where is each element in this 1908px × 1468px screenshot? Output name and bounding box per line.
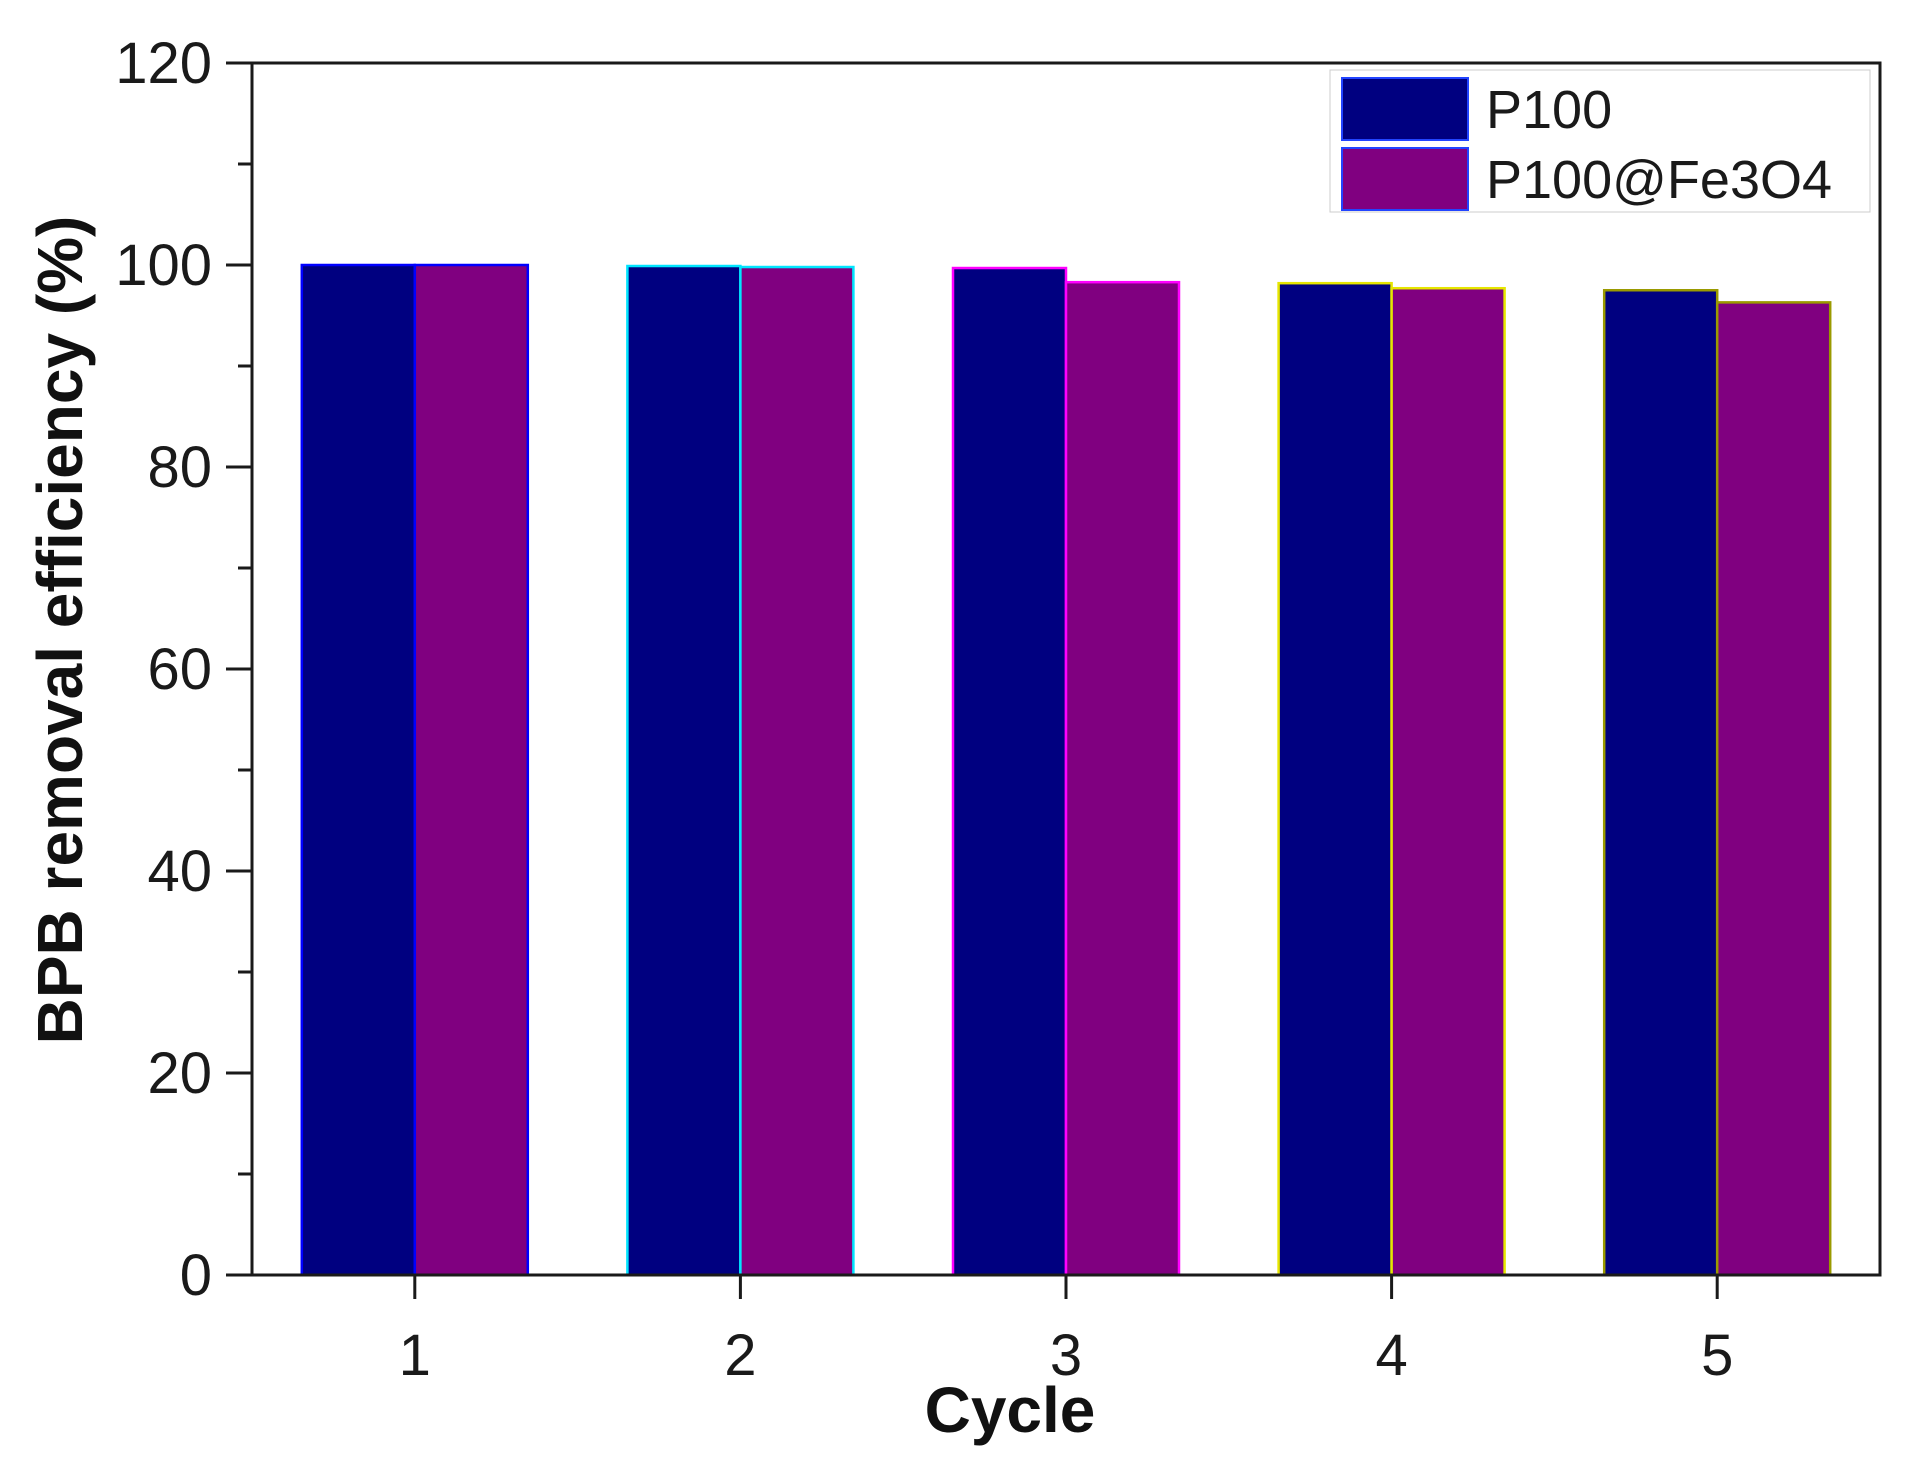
bar-p100-cycle-4: [1277, 281, 1393, 1277]
legend-label-1: P100: [1486, 80, 1612, 140]
bar-p100-fe3o4-cycle-1: [413, 263, 530, 1277]
legend-label-2: P100@Fe3O4: [1486, 150, 1832, 210]
x-tick-label-4: 4: [1375, 1323, 1407, 1388]
bar-p100-fe3o4-cycle-4: [1390, 286, 1506, 1277]
y-tick-label-40: 40: [147, 839, 212, 904]
bars-layer: [300, 263, 1832, 1277]
x-tick-label-3: 3: [1050, 1323, 1082, 1388]
bar-p100-fe3o4-cycle-2: [739, 265, 855, 1277]
y-tick-label-20: 20: [147, 1041, 212, 1106]
y-axis-title: BPB removal efficiency (%): [24, 216, 96, 1045]
x-tick-label-5: 5: [1701, 1323, 1733, 1388]
ticks-layer: 0 20 40 60 80 100 120 1 2 3 4 5: [115, 31, 1733, 1388]
bar-p100-cycle-1: [300, 263, 417, 1277]
y-tick-label-120: 120: [115, 31, 212, 96]
bar-p100-fe3o4-cycle-5: [1715, 301, 1832, 1277]
bar-p100-cycle-5: [1602, 289, 1719, 1277]
bar-p100-fe3o4-cycle-3: [1064, 280, 1181, 1277]
legend: P100 P100@Fe3O4: [1329, 69, 1871, 213]
y-tick-label-60: 60: [147, 637, 212, 702]
x-tick-label-1: 1: [399, 1323, 431, 1388]
y-tick-label-80: 80: [147, 435, 212, 500]
legend-swatch-2: [1341, 147, 1469, 211]
bar-p100-cycle-2: [626, 264, 742, 1277]
bar-p100-cycle-3: [951, 266, 1068, 1277]
legend-swatch-1: [1341, 77, 1469, 141]
x-axis-title: Cycle: [925, 1374, 1096, 1446]
y-tick-label-0: 0: [180, 1243, 212, 1308]
x-tick-label-2: 2: [724, 1323, 756, 1388]
y-tick-label-100: 100: [115, 233, 212, 298]
